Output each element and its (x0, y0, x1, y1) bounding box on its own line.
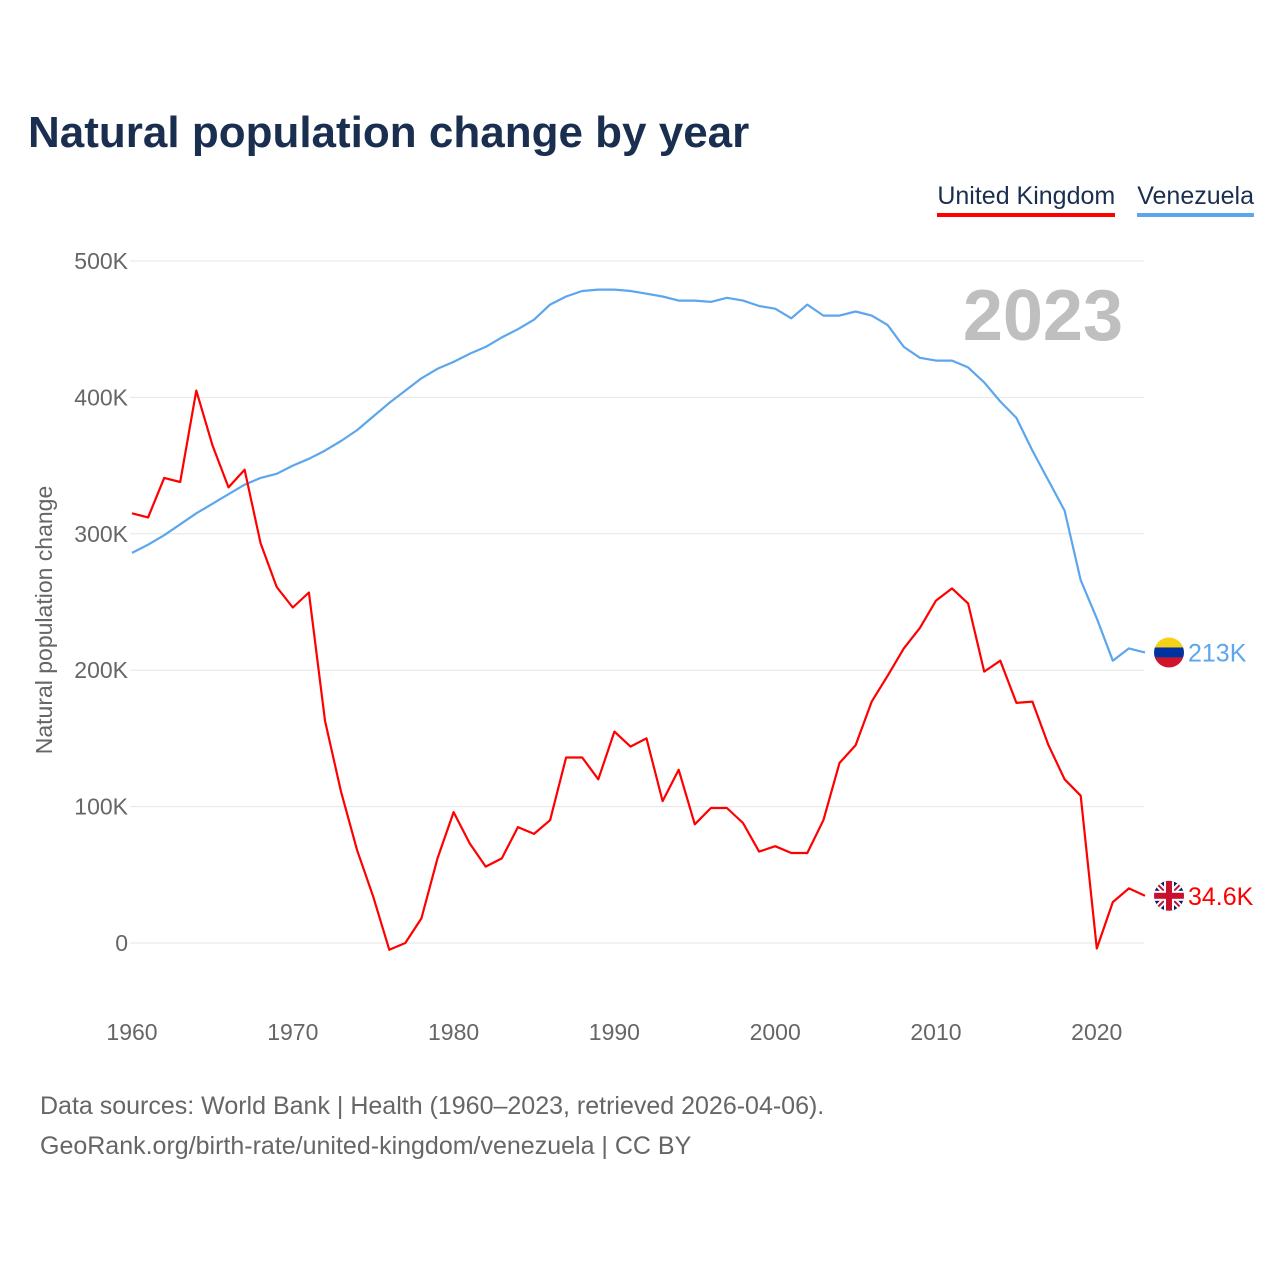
chart-title: Natural population change by year (28, 108, 750, 157)
y-tick-label: 0 (115, 930, 128, 956)
series-end-labels: 213K 34.6K (1154, 637, 1254, 911)
y-tick-label: 300K (74, 521, 128, 547)
gridlines (130, 260, 1144, 944)
venezuela-flag-icon (1154, 637, 1184, 668)
source-link[interactable]: GeoRank.org/birth-rate/united-kingdom/ve… (40, 1132, 692, 1160)
end-value-label: 34.6K (1188, 883, 1254, 911)
x-axis-ticks: 1960 1970 1980 1990 2000 2010 2020 (106, 1019, 1122, 1045)
series-lines (131, 288, 1146, 951)
y-tick-label: 500K (74, 248, 128, 274)
uk-flag-icon (1154, 880, 1184, 911)
x-tick-label: 1970 (267, 1019, 318, 1045)
x-tick-label: 2010 (910, 1019, 961, 1045)
x-tick-label: 1980 (428, 1019, 479, 1045)
y-axis-label: Natural population change (31, 486, 57, 755)
series-line-venezuela[interactable] (131, 288, 1146, 662)
series-line-united-kingdom[interactable] (131, 389, 1146, 951)
x-tick-label: 1960 (106, 1019, 157, 1045)
end-value-label: 213K (1188, 639, 1247, 667)
data-source-text: Data sources: World Bank | Health (1960–… (40, 1092, 825, 1120)
legend-item-united-kingdom[interactable]: United Kingdom (937, 182, 1116, 217)
x-tick-label: 2020 (1071, 1019, 1122, 1045)
x-tick-label: 1990 (589, 1019, 640, 1045)
y-tick-label: 400K (74, 384, 128, 410)
legend-item-venezuela[interactable]: Venezuela (1137, 182, 1254, 217)
y-tick-label: 100K (74, 794, 128, 820)
legend: United Kingdom Venezuela (937, 182, 1254, 217)
y-tick-label: 200K (74, 657, 128, 683)
footer: Data sources: World Bank | Health (1960–… (40, 1086, 824, 1166)
x-tick-label: 2000 (750, 1019, 801, 1045)
y-axis-ticks: 0 100K 200K 300K 400K 500K (74, 248, 128, 956)
year-watermark: 2023 (963, 276, 1123, 356)
